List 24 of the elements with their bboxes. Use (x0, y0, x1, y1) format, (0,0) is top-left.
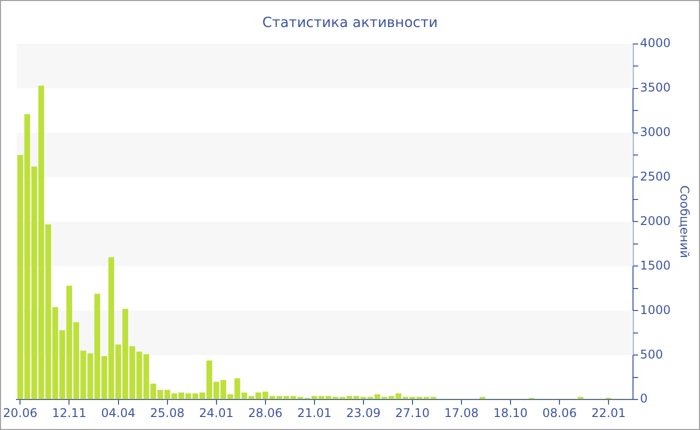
x-tick-label: 12.11 (52, 406, 86, 420)
y-tick-label: 0 (640, 392, 648, 406)
x-tick-label: 24.01 (199, 406, 234, 420)
x-tick-label: 04.04 (101, 406, 136, 420)
y-tick-label: 3500 (640, 80, 671, 94)
x-tick-label: 08.06 (542, 406, 577, 420)
y-axis-title: Сообщений (678, 185, 692, 258)
x-tick-label: 28.06 (248, 406, 283, 420)
y-tick-label: 500 (640, 347, 663, 362)
y-tick-label: 3000 (640, 124, 671, 139)
y-tick-label: 2000 (640, 214, 671, 228)
x-tick-label: 23.09 (346, 406, 381, 420)
y-tick-label: 1000 (640, 302, 671, 317)
x-tick-label: 17.08 (444, 406, 479, 420)
x-tick-label: 18.10 (493, 406, 528, 420)
y-tick-label: 4000 (640, 36, 671, 50)
x-tick-label: 27.10 (395, 406, 430, 420)
chart-title: Статистика активности (262, 15, 438, 32)
y-tick-label: 2500 (640, 169, 671, 184)
y-tick-label: 1500 (640, 258, 671, 272)
x-tick-label: 20.06 (3, 406, 38, 420)
x-tick-label: 22.01 (591, 406, 626, 420)
x-tick-label: 21.01 (297, 406, 332, 420)
x-tick-label: 25.08 (150, 406, 184, 420)
